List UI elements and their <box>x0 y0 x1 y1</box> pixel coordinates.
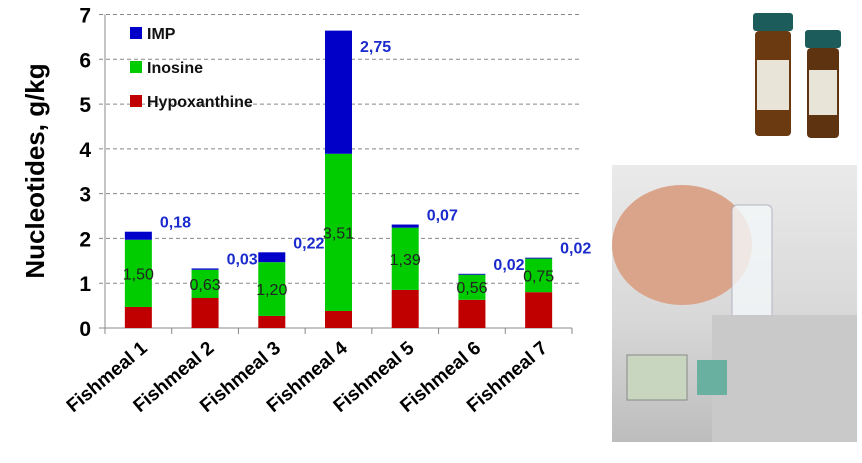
legend-swatch-imp <box>130 27 142 39</box>
y-tick-label: 7 <box>79 5 91 28</box>
bar-imp <box>191 268 219 270</box>
data-label-inosine: 1,39 <box>390 252 421 269</box>
legend-swatch-inosine <box>130 61 142 73</box>
data-label-imp: 0,02 <box>560 241 591 258</box>
bar-hypoxanthine <box>325 310 352 328</box>
bar-hypoxanthine <box>458 299 486 328</box>
bar-imp <box>391 224 419 228</box>
y-tick-label: 0 <box>79 318 91 341</box>
data-label-inosine: 0,56 <box>456 280 487 297</box>
y-tick-label: 1 <box>79 273 91 296</box>
bar-imp <box>325 30 352 154</box>
cuvette-spectrophotometer-photo <box>612 165 857 442</box>
bar-hypoxanthine <box>124 306 152 328</box>
data-label-inosine: 0,75 <box>523 268 554 285</box>
legend-label: Inosine <box>147 60 203 77</box>
data-label-imp: 0,07 <box>427 208 458 225</box>
bar-hypoxanthine <box>525 292 553 328</box>
bar-inosine <box>391 227 419 290</box>
bar-inosine <box>325 153 352 311</box>
data-label-imp: 0,02 <box>493 257 524 274</box>
bar-imp <box>124 231 152 240</box>
y-tick-label: 3 <box>79 184 91 207</box>
bar-inosine <box>458 274 486 300</box>
y-tick-label: 2 <box>79 228 91 251</box>
bar-imp <box>525 257 553 259</box>
data-label-imp: 2,75 <box>360 39 391 56</box>
vials-photo <box>745 5 855 140</box>
legend-label: Hypoxanthine <box>147 94 253 111</box>
data-label-inosine: 3,51 <box>323 225 354 242</box>
data-label-inosine: 0,63 <box>190 277 221 294</box>
data-label-inosine: 1,20 <box>256 282 287 299</box>
legend-swatch-hypoxanthine <box>130 95 142 107</box>
bar-inosine <box>191 269 219 298</box>
y-tick-label: 4 <box>79 139 91 162</box>
bar-inosine <box>124 239 152 307</box>
legend-label: IMP <box>147 26 176 43</box>
y-axis-label: Nucleotides, g/kg <box>20 63 50 278</box>
bar-inosine <box>258 262 286 316</box>
y-tick-label: 6 <box>79 49 91 72</box>
bar-hypoxanthine <box>191 297 219 328</box>
legend: IMP Inosine Hypoxanthine <box>130 26 253 111</box>
bar-imp <box>258 252 286 263</box>
data-label-imp: 0,18 <box>160 215 191 232</box>
bar-hypoxanthine <box>258 315 286 328</box>
bar-imp <box>458 273 486 275</box>
bar-hypoxanthine <box>391 289 419 328</box>
data-label-imp: 0,22 <box>293 235 324 252</box>
data-label-imp: 0,03 <box>227 251 258 268</box>
y-tick-label: 5 <box>79 94 91 117</box>
data-label-inosine: 1,50 <box>123 266 154 283</box>
bar-inosine <box>525 258 553 293</box>
